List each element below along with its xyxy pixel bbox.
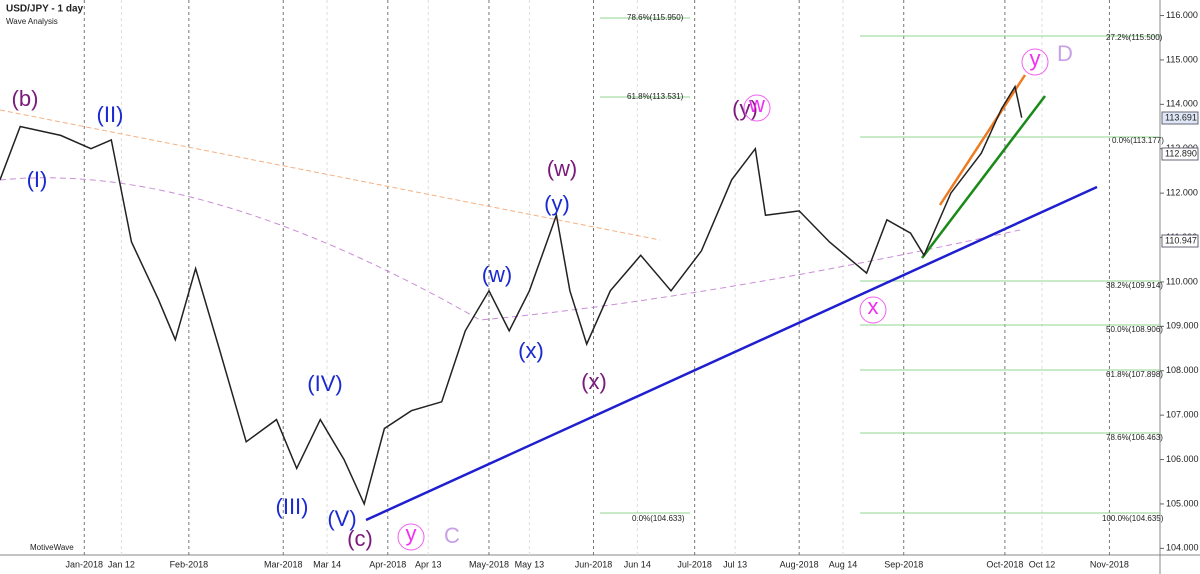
x-tick-label: Oct 12: [1029, 559, 1056, 569]
y-tick-label: 104.000: [1166, 543, 1199, 553]
x-tick-label: Jun-2018: [575, 559, 613, 569]
wave-label: (w): [547, 156, 578, 181]
x-tick-label: Jan 12: [108, 559, 135, 569]
fib-label: 78.6%(106.463): [1106, 433, 1163, 442]
wave-label: (V): [327, 506, 356, 531]
wave-label: (x): [581, 369, 607, 394]
x-tick-label: Jan-2018: [66, 559, 104, 569]
fib-lines: [600, 17, 1160, 514]
wave-label: y: [1030, 46, 1041, 71]
x-tick-label: May-2018: [469, 559, 509, 569]
trend-lines: [0, 74, 1098, 522]
wave-label: (y): [544, 191, 570, 216]
fib-label: 61.8%(113.531): [627, 92, 684, 101]
x-tick-label: Jul 13: [723, 559, 747, 569]
x-tick-label: Oct-2018: [986, 559, 1023, 569]
chart-title: USD/JPY - 1 day: [6, 4, 84, 15]
fib-label: 100.0%(104.635): [1102, 514, 1164, 523]
price-tag: 110.947: [1165, 235, 1197, 245]
price-tag: 113.691: [1165, 112, 1197, 122]
wave-label: (x): [518, 338, 544, 363]
wave-label: (y): [732, 96, 758, 121]
wave-label: (I): [27, 167, 48, 192]
x-tick-label: Aug-2018: [780, 559, 819, 569]
price-line: [0, 84, 1023, 507]
plot: [0, 84, 1023, 507]
x-tick-label: Apr 13: [415, 559, 442, 569]
fib-label: 61.8%(107.898): [1106, 370, 1163, 379]
price-tag: 112.890: [1165, 148, 1197, 158]
y-tick-label: 109.000: [1166, 321, 1199, 331]
x-tick-label: Mar-2018: [264, 559, 303, 569]
wave-circle: [743, 94, 771, 122]
wave-label: D: [1057, 41, 1073, 66]
wave-label: (w): [482, 262, 513, 287]
fib-label: 78.6%(115.950): [627, 13, 684, 22]
x-tick-label: Jul-2018: [677, 559, 712, 569]
fib-label: 0.0%(113.177): [1112, 136, 1164, 145]
wave-labels: (b) (I) (II) (III) (IV) (V) (c) y C (w) …: [12, 41, 1073, 551]
y-tick-label: 110.000: [1166, 276, 1198, 286]
y-tick-label: 114.000: [1166, 99, 1198, 109]
y-tick-label: 115.000: [1166, 54, 1198, 64]
fib-label: 27.2%(115.500): [1106, 33, 1163, 42]
y-tick-label: 116.000: [1166, 10, 1198, 20]
x-tick-label: Feb-2018: [170, 559, 209, 569]
wave-circle: [397, 523, 425, 551]
x-tick-label: Nov-2018: [1090, 559, 1129, 569]
wave-circle: [859, 296, 887, 324]
fib-label: 50.0%(108.906): [1106, 325, 1163, 334]
fib-label: 0.0%(104.633): [632, 514, 685, 523]
fib-label: 38.2%(109.914): [1106, 281, 1163, 290]
x-tick-label: Mar 14: [313, 559, 341, 569]
x-tick-label: Sep-2018: [884, 559, 923, 569]
y-tick-label: 107.000: [1166, 410, 1199, 420]
x-tick-label: May 13: [515, 559, 545, 569]
wave-label: (IV): [307, 371, 342, 396]
wave-label: (b): [12, 86, 39, 111]
wave-label: C: [444, 523, 460, 548]
y-tick-label: 106.000: [1166, 454, 1199, 464]
y-tick-label: 105.000: [1166, 498, 1199, 508]
y-tick-label: 108.000: [1166, 365, 1199, 375]
x-tick-label: Jun 14: [624, 559, 651, 569]
wave-label: (II): [97, 102, 124, 127]
wave-label: y: [406, 521, 417, 546]
y-tick-label: 112.000: [1166, 188, 1198, 198]
wave-label: (c): [347, 526, 373, 551]
fib-labels: 78.6%(115.950) 27.2%(115.500) 61.8%(113.…: [627, 13, 1164, 523]
x-tick-label: Apr-2018: [369, 559, 406, 569]
wave-circle: [1021, 48, 1049, 76]
price-tag-box: [1161, 147, 1199, 161]
chart-subtitle: Wave Analysis: [6, 17, 58, 26]
wave-label: (III): [276, 494, 309, 519]
price-tags: 113.691 112.890 110.947: [1161, 111, 1199, 248]
watermark: MotiveWave: [30, 543, 74, 552]
wave-label: x: [868, 294, 879, 319]
wave-label: w: [748, 92, 765, 117]
price-tag-box: [1161, 234, 1199, 248]
x-tick-label: Aug 14: [829, 559, 858, 569]
price-tag-box: [1161, 111, 1199, 125]
